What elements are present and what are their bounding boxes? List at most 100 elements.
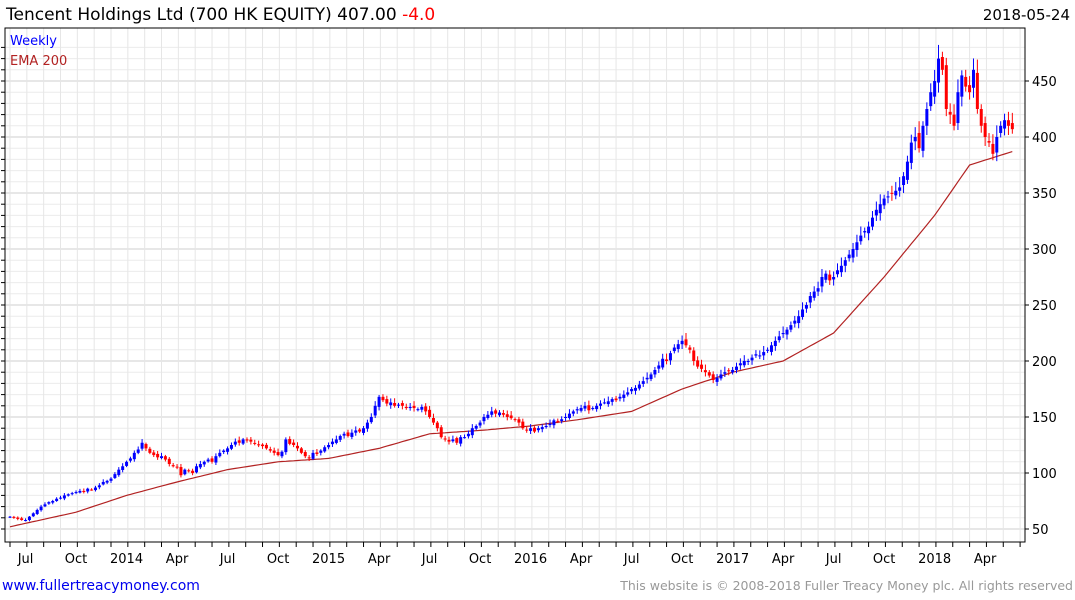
candle-body: [490, 411, 494, 415]
candle-body: [649, 374, 653, 380]
candle-body: [311, 452, 315, 459]
candle-body: [987, 141, 991, 143]
candle-body: [171, 465, 175, 467]
candle-body: [824, 273, 828, 280]
x-tick-label: 2017: [716, 552, 749, 567]
candle-body: [338, 436, 342, 440]
candle-body: [898, 187, 902, 191]
candle-body: [463, 437, 467, 439]
chart-date: 2018-05-24: [983, 6, 1070, 24]
candle-body: [723, 372, 727, 374]
candle-body: [878, 204, 882, 214]
candle-body: [447, 439, 451, 442]
candle-body: [575, 409, 579, 411]
candle-body: [870, 217, 874, 227]
candle-body: [369, 417, 373, 423]
candle-body: [874, 209, 878, 216]
candle-body: [614, 398, 618, 401]
candle-body: [781, 333, 785, 335]
candle-body: [1003, 120, 1007, 129]
candle-body: [668, 353, 672, 361]
x-tick-label: Apr: [570, 552, 593, 567]
y-tick-label: 50: [1032, 523, 1049, 538]
candle-body: [525, 429, 529, 431]
candle-body: [132, 452, 136, 460]
ema-200-line: [9, 151, 1013, 528]
candle-body: [474, 425, 478, 429]
candle-body: [451, 439, 455, 442]
candle-body: [571, 411, 575, 414]
candle-body: [882, 198, 886, 206]
candle-body: [715, 377, 719, 382]
x-tick-label: Jul: [623, 552, 640, 567]
candle-body: [746, 361, 750, 362]
candle-body: [696, 360, 700, 367]
candle-body: [1010, 123, 1014, 130]
candle-body: [606, 401, 610, 405]
candle-body: [789, 325, 793, 330]
candle-body: [785, 329, 789, 335]
candle-body: [27, 516, 31, 521]
candle-body: [261, 444, 265, 447]
candle-body: [680, 340, 684, 345]
candle-body: [894, 190, 898, 196]
candle-body: [532, 427, 536, 432]
candle-body: [847, 254, 851, 259]
candle-body: [105, 480, 109, 483]
candle-body: [93, 487, 97, 491]
candle-body: [393, 402, 397, 406]
candle-body: [416, 409, 420, 411]
candle-body: [307, 457, 311, 459]
candle-body: [501, 413, 505, 415]
candle-body: [641, 381, 645, 384]
candle-body: [933, 81, 937, 97]
x-tick-label: 2015: [312, 552, 345, 567]
candle-body: [420, 406, 424, 410]
candle-body: [229, 445, 233, 449]
candle-body: [766, 349, 770, 351]
y-tick-label: 150: [1032, 411, 1057, 426]
candle-body: [979, 109, 983, 126]
price-change: -4.0: [402, 5, 435, 25]
candle-body: [517, 419, 521, 423]
candle-body: [618, 396, 622, 399]
candle-body: [43, 504, 47, 507]
candle-body: [797, 316, 801, 324]
candle-body: [31, 513, 35, 517]
website-link[interactable]: www.fullertreacymoney.com: [2, 578, 200, 594]
candle-body: [548, 423, 552, 426]
copyright-text: This website is © 2008-2018 Fuller Treac…: [619, 578, 1073, 593]
candle-body: [373, 405, 377, 416]
candle-body: [39, 506, 43, 511]
candle-body: [459, 437, 463, 444]
candle-body: [971, 69, 975, 88]
legend-ema: EMA 200: [10, 54, 67, 69]
candles: [8, 44, 1014, 522]
candle-body: [692, 350, 696, 361]
candle-body: [66, 494, 70, 496]
x-tick-label: Apr: [974, 552, 997, 567]
x-tick-label: 2018: [918, 552, 951, 567]
candle-body: [299, 448, 303, 453]
x-tick-label: Jul: [421, 552, 438, 567]
x-tick-label: Oct: [469, 552, 491, 567]
candle-body: [1006, 120, 1010, 126]
chart-title: Tencent Holdings Ltd (700 HK EQUITY) 407…: [5, 5, 435, 25]
candle-body: [455, 438, 459, 443]
candle-body: [727, 370, 731, 372]
candle-body: [902, 176, 906, 186]
candle-body: [233, 441, 237, 445]
candle-body: [843, 260, 847, 266]
candle-body: [513, 419, 517, 421]
candle-body: [556, 420, 560, 422]
candle-body: [128, 458, 132, 461]
candle-body: [948, 111, 952, 115]
candle-body: [552, 420, 556, 426]
candle-body: [637, 384, 641, 389]
candle-body: [952, 114, 956, 126]
candle-body: [350, 432, 354, 437]
candle-body: [482, 417, 486, 422]
candle-body: [762, 352, 766, 356]
candle-body: [672, 347, 676, 352]
candle-body: [684, 339, 688, 346]
